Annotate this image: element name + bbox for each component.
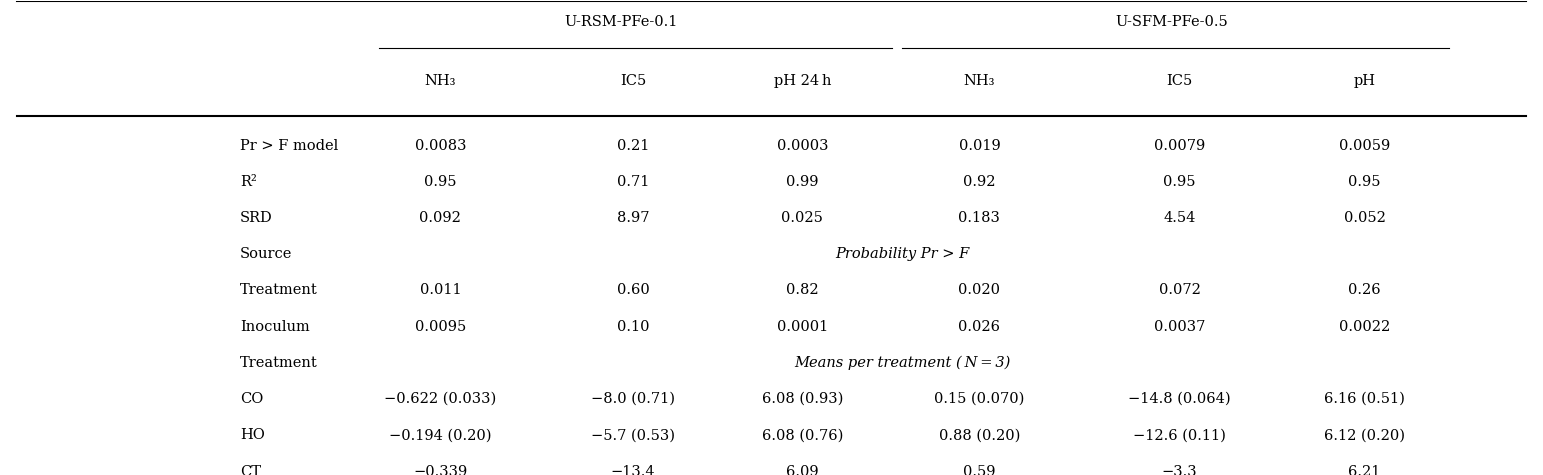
Text: 0.0059: 0.0059 [1339,139,1390,152]
Text: 0.82: 0.82 [785,284,819,297]
Text: NH₃: NH₃ [424,74,457,88]
Text: 0.183: 0.183 [958,211,1000,225]
Text: −0.339: −0.339 [414,465,468,475]
Text: −14.8 (0.064): −14.8 (0.064) [1128,392,1231,406]
Text: 0.95: 0.95 [1349,175,1381,189]
Text: IC5: IC5 [620,74,647,88]
Text: −5.7 (0.53): −5.7 (0.53) [591,428,674,442]
Text: 0.95: 0.95 [424,175,457,189]
Text: IC5: IC5 [1167,74,1193,88]
Text: 4.54: 4.54 [1163,211,1196,225]
Text: Treatment: Treatment [241,284,318,297]
Text: 0.0083: 0.0083 [415,139,466,152]
Text: 0.052: 0.052 [1344,211,1386,225]
Text: Treatment: Treatment [241,356,318,370]
Text: 0.26: 0.26 [1349,284,1381,297]
Text: CO: CO [241,392,264,406]
Text: 0.0001: 0.0001 [776,320,829,333]
Text: 0.99: 0.99 [785,175,818,189]
Text: SRD: SRD [241,211,273,225]
Text: HO: HO [241,428,265,442]
Text: 0.0095: 0.0095 [415,320,466,333]
Text: 0.21: 0.21 [617,139,650,152]
Text: 0.092: 0.092 [420,211,461,225]
Text: Pr > F model: Pr > F model [241,139,338,152]
Text: 0.026: 0.026 [958,320,1000,333]
Text: 0.0037: 0.0037 [1154,320,1205,333]
Text: −0.194 (0.20): −0.194 (0.20) [389,428,492,442]
Text: pH: pH [1353,74,1375,88]
Text: 0.025: 0.025 [781,211,824,225]
Text: 0.10: 0.10 [617,320,650,333]
Text: −0.622 (0.033): −0.622 (0.033) [384,392,497,406]
Text: 0.71: 0.71 [617,175,650,189]
Text: 0.072: 0.072 [1159,284,1200,297]
Text: Means per treatment ( N = 3): Means per treatment ( N = 3) [795,356,1011,370]
Text: 0.92: 0.92 [963,175,995,189]
Text: NH₃: NH₃ [964,74,995,88]
Text: U-RSM-PFe-0.1: U-RSM-PFe-0.1 [565,15,677,28]
Text: Inoculum: Inoculum [241,320,310,333]
Text: 6.16 (0.51): 6.16 (0.51) [1324,392,1406,406]
Text: CT: CT [241,465,261,475]
Text: 0.020: 0.020 [958,284,1000,297]
Text: 6.09: 6.09 [785,465,819,475]
Text: −3.3: −3.3 [1162,465,1197,475]
Text: 0.60: 0.60 [617,284,650,297]
Text: Source: Source [241,247,293,261]
Text: U-SFM-PFe-0.5: U-SFM-PFe-0.5 [1116,15,1228,28]
Text: R²: R² [241,175,256,189]
Text: 0.0079: 0.0079 [1154,139,1205,152]
Text: 6.21: 6.21 [1349,465,1381,475]
Text: 0.15 (0.070): 0.15 (0.070) [934,392,1025,406]
Text: 0.019: 0.019 [958,139,1000,152]
Text: Probability Pr > F: Probability Pr > F [835,247,969,261]
Text: 0.0003: 0.0003 [776,139,829,152]
Text: 8.97: 8.97 [617,211,650,225]
Text: −8.0 (0.71): −8.0 (0.71) [591,392,674,406]
Text: pH 24 h: pH 24 h [773,74,832,88]
Text: 6.08 (0.76): 6.08 (0.76) [762,428,842,442]
Text: 0.011: 0.011 [420,284,461,297]
Text: −12.6 (0.11): −12.6 (0.11) [1133,428,1227,442]
Text: 0.0022: 0.0022 [1339,320,1390,333]
Text: 0.59: 0.59 [963,465,995,475]
Text: −13.4: −13.4 [611,465,656,475]
Text: 0.88 (0.20): 0.88 (0.20) [938,428,1020,442]
Text: 6.08 (0.93): 6.08 (0.93) [762,392,842,406]
Text: 0.95: 0.95 [1163,175,1196,189]
Text: 6.12 (0.20): 6.12 (0.20) [1324,428,1406,442]
